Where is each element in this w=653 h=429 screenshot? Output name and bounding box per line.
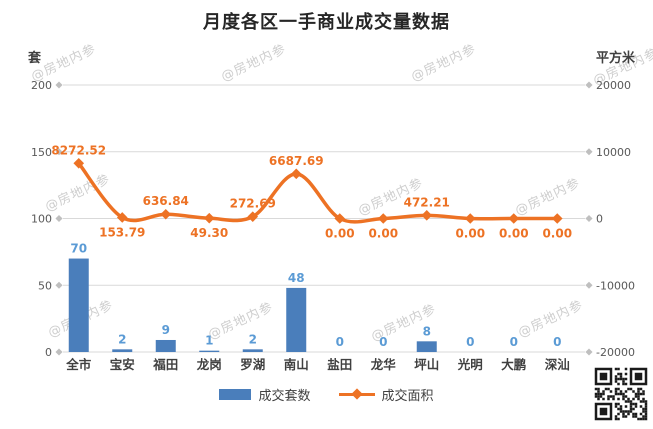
gridline-right-cap-icon bbox=[585, 148, 593, 156]
gridline-left-cap-icon bbox=[55, 348, 63, 356]
line-value-label: 0.00 bbox=[455, 227, 485, 241]
left-axis-tick-label: 150 bbox=[31, 146, 52, 159]
right-axis-unit-label: 平方米 bbox=[595, 51, 635, 66]
line-value-label: 0.00 bbox=[499, 227, 529, 241]
gridline-left-cap-icon bbox=[55, 148, 63, 156]
line-point-marker-icon bbox=[334, 213, 346, 224]
line-value-label: 0.00 bbox=[325, 227, 355, 241]
bar bbox=[68, 258, 89, 352]
line-point-marker-icon bbox=[508, 213, 520, 224]
bar bbox=[155, 339, 176, 352]
gridline-right-cap-icon bbox=[585, 348, 593, 356]
bar-series-swatch-icon bbox=[219, 389, 252, 400]
x-axis-category-label: 龙华 bbox=[370, 357, 397, 372]
x-axis-category-label: 大鹏 bbox=[501, 357, 526, 372]
x-axis-category-label: 坪山 bbox=[414, 357, 439, 372]
left-axis-tick-label: 200 bbox=[31, 79, 52, 92]
x-axis-category-label: 福田 bbox=[152, 357, 178, 372]
bar-value-label: 48 bbox=[288, 271, 305, 285]
qr-code-image bbox=[592, 365, 650, 423]
bar-value-label: 0 bbox=[510, 335, 518, 349]
right-axis-tick-label: 10000 bbox=[596, 146, 631, 159]
line-value-label: 272.69 bbox=[230, 197, 276, 211]
line-value-label: 0.00 bbox=[368, 227, 398, 241]
chart-title: 月度各区一手商业成交量数据 bbox=[203, 12, 450, 33]
left-axis-tick-label: 50 bbox=[38, 279, 52, 292]
x-axis-category-label: 宝安 bbox=[110, 357, 135, 372]
legend-item-line-series: 成交面积 bbox=[338, 385, 434, 404]
right-axis-tick-label: -10000 bbox=[596, 279, 635, 292]
x-axis-category-label: 南山 bbox=[284, 357, 309, 372]
x-axis-category-label: 龙岗 bbox=[196, 357, 222, 372]
line-series-swatch-icon bbox=[338, 388, 375, 400]
left-axis-unit-label: 套 bbox=[28, 51, 42, 66]
x-axis-category-label: 光明 bbox=[457, 357, 483, 372]
line-point-marker-icon bbox=[160, 208, 172, 220]
gridline-left-cap-icon bbox=[55, 214, 63, 223]
line-point-marker-icon bbox=[421, 210, 433, 221]
legend-label-line-series: 成交面积 bbox=[381, 389, 434, 404]
x-axis-category-label: 罗湖 bbox=[240, 357, 265, 372]
bar bbox=[242, 349, 263, 352]
left-axis-tick-label: 100 bbox=[31, 213, 52, 226]
line-value-label: 153.79 bbox=[99, 225, 145, 239]
bar bbox=[416, 341, 437, 352]
line-point-marker-icon bbox=[203, 212, 215, 224]
bar-value-label: 0 bbox=[379, 335, 387, 349]
x-axis-category-label: 盐田 bbox=[327, 357, 352, 372]
line-value-label: 472.21 bbox=[404, 195, 450, 209]
x-axis-category-label: 深汕 bbox=[545, 357, 570, 372]
bar-value-label: 2 bbox=[118, 332, 126, 346]
gridline-right-cap-icon bbox=[585, 81, 593, 89]
legend-item-bar-series: 成交套数 bbox=[219, 385, 311, 404]
right-axis-tick-label: 20000 bbox=[596, 79, 631, 92]
gridline-right-cap-icon bbox=[585, 214, 593, 223]
bar-value-label: 1 bbox=[205, 334, 213, 348]
line-point-marker-icon bbox=[377, 213, 389, 224]
line-value-label: 8272.52 bbox=[51, 143, 106, 157]
gridline-right-cap-icon bbox=[585, 281, 593, 289]
left-axis-tick-label: 0 bbox=[45, 346, 52, 359]
chart-legend: 成交套数 成交面积 bbox=[0, 385, 653, 404]
bar bbox=[286, 287, 307, 352]
bar-value-label: 0 bbox=[336, 335, 344, 349]
right-axis-tick-label: 0 bbox=[596, 213, 603, 226]
line-series-path bbox=[77, 161, 559, 224]
line-value-label: 636.84 bbox=[143, 194, 189, 208]
bar bbox=[112, 349, 133, 352]
bar-value-label: 70 bbox=[70, 242, 87, 256]
line-point-marker-icon bbox=[551, 213, 563, 224]
bar-value-label: 2 bbox=[249, 332, 257, 346]
legend-label-bar-series: 成交套数 bbox=[258, 389, 311, 404]
bar-value-label: 0 bbox=[466, 335, 474, 349]
gridline-left-cap-icon bbox=[55, 281, 63, 289]
line-point-marker-icon bbox=[290, 168, 302, 180]
bar bbox=[199, 350, 220, 352]
bar-value-label: 0 bbox=[553, 335, 561, 349]
line-value-label: 0.00 bbox=[542, 227, 572, 241]
line-value-label: 49.30 bbox=[190, 226, 228, 240]
line-value-label: 6687.69 bbox=[269, 154, 324, 168]
bar-value-label: 9 bbox=[162, 323, 170, 337]
bar-value-label: 8 bbox=[423, 324, 431, 338]
x-axis-category-label: 全市 bbox=[65, 357, 92, 372]
gridline-left-cap-icon bbox=[55, 81, 63, 89]
line-point-marker-icon bbox=[464, 213, 476, 224]
right-axis-tick-label: -20000 bbox=[596, 346, 635, 359]
